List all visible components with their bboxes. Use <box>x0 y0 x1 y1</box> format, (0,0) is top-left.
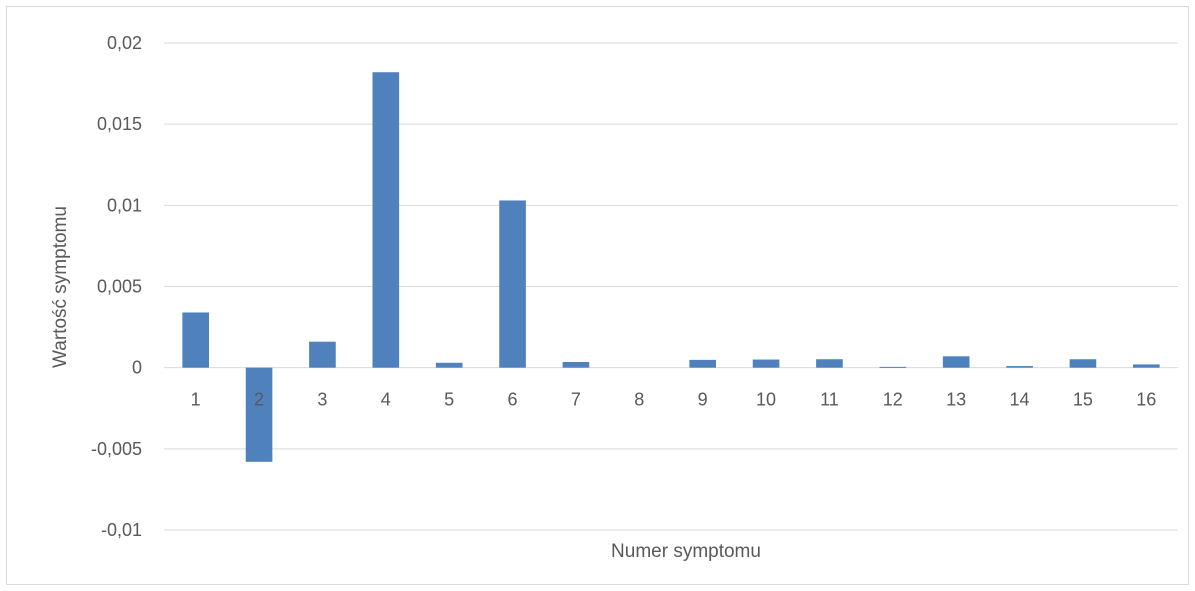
bar <box>1006 366 1033 368</box>
bar <box>499 200 526 368</box>
x-tick-label: 6 <box>508 390 518 410</box>
x-tick-label: 11 <box>820 390 839 410</box>
chart-frame <box>6 6 1189 585</box>
bar <box>182 312 209 368</box>
x-tick-label: 3 <box>317 390 327 410</box>
bar <box>372 72 400 368</box>
x-tick-label: 16 <box>1136 390 1156 410</box>
x-tick-label: 2 <box>254 390 264 410</box>
bar <box>752 359 780 368</box>
x-tick-label: 13 <box>946 390 966 410</box>
bars <box>182 72 1160 462</box>
x-tick-label: 5 <box>444 390 454 410</box>
bar <box>1133 364 1160 368</box>
bar <box>879 366 907 368</box>
bar <box>942 356 970 368</box>
y-tick-label: 0,02 <box>107 33 142 53</box>
x-tick-label: 15 <box>1073 390 1093 410</box>
y-tick-label: 0 <box>132 358 142 378</box>
bar <box>309 341 336 368</box>
bar <box>689 359 716 368</box>
x-tick-labels: 1 2 3 4 5 6 7 8 9 10 11 12 13 14 15 16 <box>191 390 1157 410</box>
x-tick-label: 14 <box>1010 390 1030 410</box>
y-tick-label: 0,015 <box>97 114 142 134</box>
bar <box>1069 359 1097 368</box>
y-tick-label: -0,005 <box>91 439 142 459</box>
x-tick-label: 9 <box>698 390 708 410</box>
bar <box>435 362 463 368</box>
x-tick-label: 7 <box>571 390 581 410</box>
y-tick-label: 0,01 <box>107 195 142 215</box>
x-tick-label: 1 <box>191 390 201 410</box>
bar <box>562 361 590 368</box>
x-tick-label: 4 <box>381 390 391 410</box>
grid-lines <box>164 42 1178 531</box>
bar <box>816 359 843 368</box>
x-tick-label: 8 <box>634 390 644 410</box>
y-tick-labels: -0,01 -0,005 0 0,005 0,01 0,015 0,02 <box>91 33 142 540</box>
y-axis-title: Wartość symptomu <box>50 206 71 368</box>
x-axis-title: Numer symptomu <box>611 541 761 562</box>
y-tick-label: -0,01 <box>101 520 142 540</box>
x-tick-label: 10 <box>756 390 776 410</box>
x-tick-label: 12 <box>883 390 903 410</box>
y-tick-label: 0,005 <box>97 277 142 297</box>
bar <box>245 367 273 462</box>
